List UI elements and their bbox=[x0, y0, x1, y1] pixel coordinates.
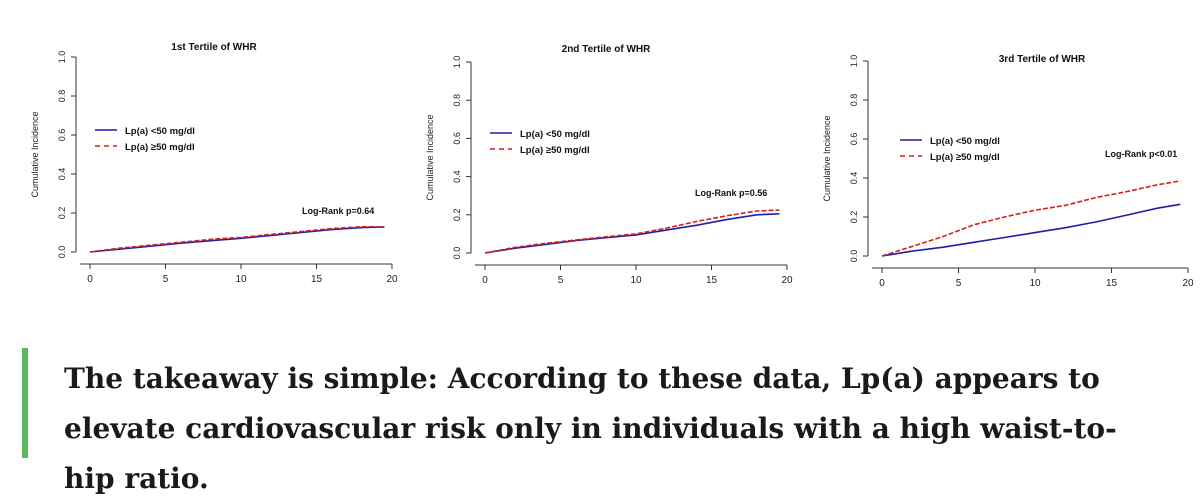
quote-accent-bar bbox=[22, 348, 28, 458]
y-tick-label: 0.8 bbox=[452, 94, 462, 107]
y-tick-label: 0.2 bbox=[452, 209, 462, 222]
y-tick-label: 0.6 bbox=[57, 129, 67, 142]
y-tick-label: 0.4 bbox=[849, 172, 859, 185]
quote-text: The takeaway is simple: According to the… bbox=[64, 362, 1117, 495]
y-tick-label: 0.2 bbox=[849, 211, 859, 224]
chart-title: 3rd Tertile of WHR bbox=[999, 54, 1086, 65]
y-axis-label: Cumulative Incidence bbox=[30, 111, 40, 197]
km-figure: 1st Tertile of WHR 0 5 10 15 20 0.0 0.2 0.4 0.6 0.… bbox=[30, 42, 1194, 289]
y-tick-label: 0.8 bbox=[849, 94, 859, 107]
x-tick-label: 5 bbox=[558, 275, 564, 286]
y-tick-label: 0.8 bbox=[57, 90, 67, 103]
series-line-lpa-low bbox=[484, 213, 780, 254]
x-tick-label: 10 bbox=[630, 275, 642, 286]
x-tick-label: 0 bbox=[879, 278, 885, 289]
y-tick-label: 0.4 bbox=[452, 170, 462, 183]
km-charts: 1st Tertile of WHR 0 5 10 15 20 0.0 0.2 0.4 0.6 0.… bbox=[30, 42, 1194, 289]
y-tick-label: 0.0 bbox=[849, 250, 859, 263]
series-line-lpa-high bbox=[881, 180, 1181, 257]
legend-label: Lp(a) <50 mg/dl bbox=[930, 136, 1000, 147]
log-rank-annotation: Log-Rank p=0.56 bbox=[695, 188, 767, 198]
x-tick-label: 10 bbox=[1029, 278, 1041, 289]
log-rank-annotation: Log-Rank p<0.01 bbox=[1105, 149, 1177, 159]
legend-label: Lp(a) ≥50 mg/dl bbox=[930, 152, 1000, 163]
series-line-lpa-high bbox=[89, 225, 385, 253]
y-tick-label: 0.0 bbox=[57, 246, 67, 259]
series-line-lpa-high bbox=[484, 209, 780, 254]
takeaway-quote: The takeaway is simple: According to the… bbox=[22, 348, 1172, 495]
y-tick-label: 1.0 bbox=[452, 56, 462, 69]
x-tick-label: 20 bbox=[386, 274, 398, 285]
legend-label: Lp(a) <50 mg/dl bbox=[520, 129, 590, 140]
x-tick-label: 15 bbox=[1106, 278, 1118, 289]
y-axis-label: Cumulative Incidence bbox=[425, 114, 435, 200]
chart-title: 2nd Tertile of WHR bbox=[562, 44, 651, 55]
legend-label: Lp(a) ≥50 mg/dl bbox=[125, 142, 195, 153]
legend-label: Lp(a) ≥50 mg/dl bbox=[520, 145, 590, 156]
log-rank-annotation: Log-Rank p=0.64 bbox=[302, 206, 374, 216]
x-tick-label: 15 bbox=[311, 274, 323, 285]
chart-panel-3: 3rd Tertile of WHR 0 5 10 15 20 0.0 0.2 0.4 0.6 0.… bbox=[822, 54, 1194, 289]
x-tick-label: 20 bbox=[781, 275, 793, 286]
series-line-lpa-low bbox=[881, 203, 1181, 257]
series-line-lpa-low bbox=[89, 226, 385, 253]
x-tick-label: 10 bbox=[235, 274, 247, 285]
y-tick-label: 0.2 bbox=[57, 207, 67, 220]
x-tick-label: 5 bbox=[956, 278, 962, 289]
y-tick-label: 0.0 bbox=[452, 247, 462, 260]
x-tick-label: 0 bbox=[87, 274, 93, 285]
y-tick-label: 0.6 bbox=[849, 133, 859, 146]
y-tick-label: 1.0 bbox=[849, 55, 859, 68]
x-tick-label: 5 bbox=[163, 274, 169, 285]
y-axis-label: Cumulative Incidence bbox=[822, 115, 832, 201]
legend-label: Lp(a) <50 mg/dl bbox=[125, 126, 195, 137]
y-tick-label: 1.0 bbox=[57, 51, 67, 64]
chart-panel-2: 2nd Tertile of WHR 0 5 10 15 20 0.0 0.2 0.4 0.6 0.… bbox=[425, 44, 793, 286]
y-tick-label: 0.4 bbox=[57, 168, 67, 181]
x-tick-label: 0 bbox=[482, 275, 488, 286]
y-tick-label: 0.6 bbox=[452, 132, 462, 145]
x-tick-label: 15 bbox=[706, 275, 718, 286]
x-tick-label: 20 bbox=[1182, 278, 1194, 289]
chart-title: 1st Tertile of WHR bbox=[171, 42, 257, 53]
chart-panel-1: 1st Tertile of WHR 0 5 10 15 20 0.0 0.2 0.4 0.6 0.… bbox=[30, 42, 398, 285]
